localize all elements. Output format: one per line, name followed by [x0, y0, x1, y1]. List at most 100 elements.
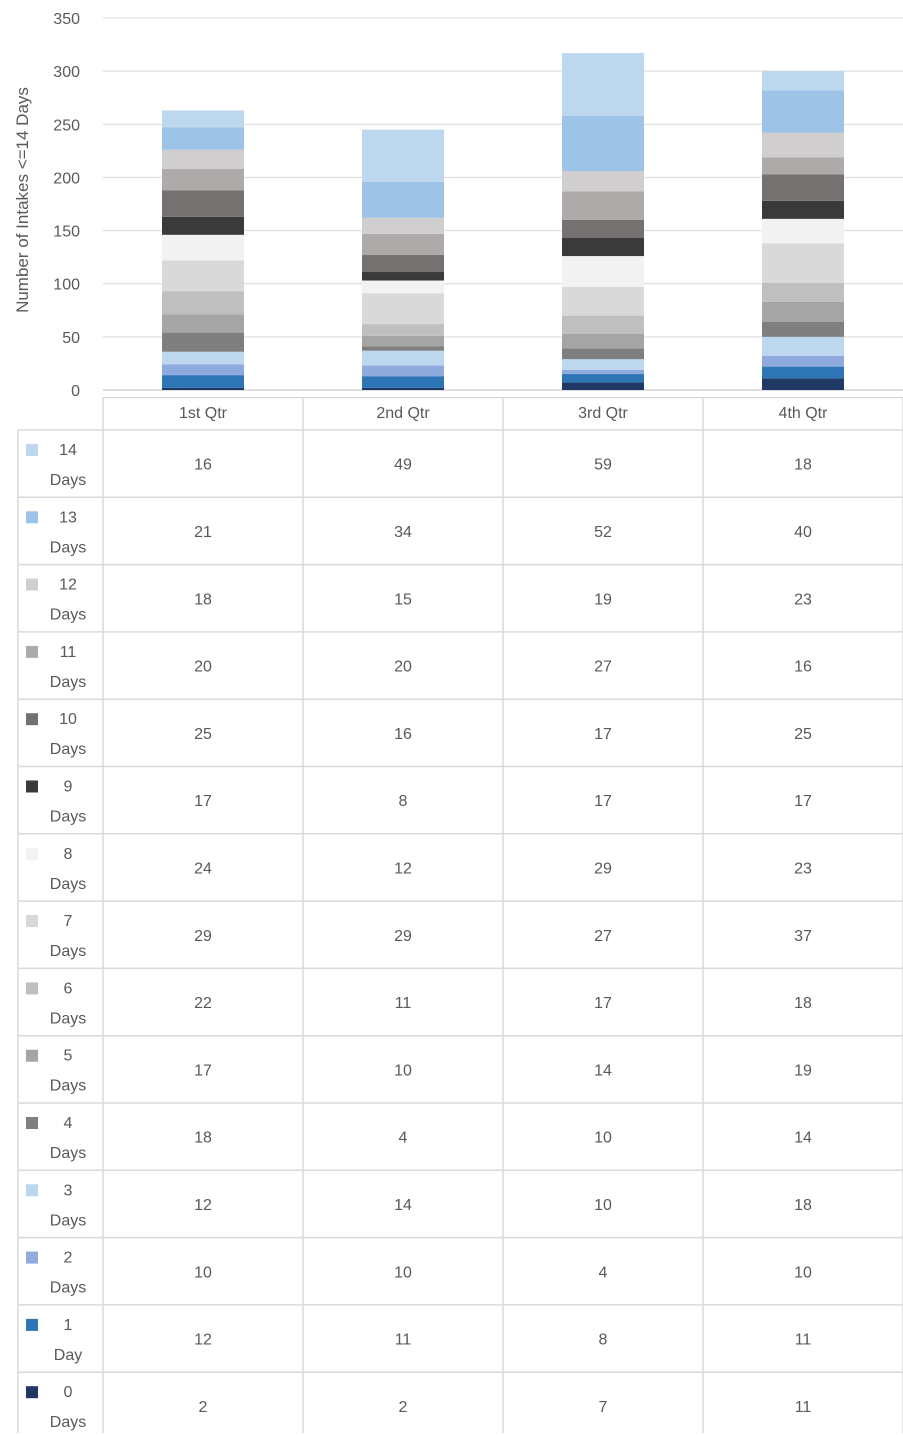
data-label: 11 — [395, 995, 412, 1012]
y-tick-label: 250 — [53, 117, 80, 134]
data-label: 11 — [395, 1332, 412, 1349]
bar-layer — [162, 53, 844, 390]
legend-label: Days — [50, 1212, 86, 1229]
legend-label: Days — [50, 1078, 86, 1095]
legend-label: 4 — [64, 1115, 73, 1132]
bar-segment — [162, 260, 244, 292]
data-label: 17 — [794, 793, 812, 810]
bar-segment — [162, 168, 244, 191]
bar-segment — [762, 243, 844, 283]
bar-segment — [162, 387, 244, 390]
legend-swatch — [26, 578, 38, 591]
bar-segment — [362, 346, 444, 351]
legend-swatch — [26, 713, 38, 726]
legend-swatch — [26, 1251, 38, 1264]
bar-segment — [362, 293, 444, 325]
legend-label: 8 — [64, 846, 73, 863]
data-label: 19 — [794, 1062, 812, 1079]
legend-label: Days — [50, 741, 86, 758]
data-label: 10 — [394, 1062, 412, 1079]
data-label: 14 — [594, 1062, 612, 1079]
legend-swatch — [26, 780, 38, 793]
bar-segment — [362, 350, 444, 366]
data-label: 18 — [794, 995, 812, 1012]
data-label: 24 — [194, 860, 212, 877]
legend-label: 1 — [64, 1317, 73, 1334]
bar-segment — [762, 355, 844, 367]
bar-segment — [162, 332, 244, 352]
data-label: 16 — [194, 457, 212, 474]
stacked-bar-chart: 0 50 100 150 200 250 300 350 Number of Intakes … — [13, 11, 903, 400]
legend-label: Days — [50, 1145, 86, 1162]
data-label: 16 — [794, 659, 812, 676]
data-label: 23 — [794, 860, 812, 877]
x-category-label: 2nd Qtr — [376, 405, 430, 422]
y-tick-labels: 0 50 100 150 200 250 300 350 — [53, 11, 80, 400]
data-label: 18 — [794, 1197, 812, 1214]
data-label: 27 — [594, 659, 612, 676]
bar-segment — [762, 90, 844, 133]
legend-label: 9 — [64, 779, 73, 796]
bar-segment — [362, 280, 444, 294]
y-axis-title: Number of Intakes <=14 Days — [13, 87, 32, 313]
data-label: 17 — [194, 793, 212, 810]
legend-label: Days — [50, 943, 86, 960]
bar-segment — [562, 333, 644, 349]
data-label: 49 — [394, 457, 412, 474]
y-tick-label: 50 — [62, 330, 80, 347]
bar-segment — [562, 191, 644, 220]
y-tick-label: 300 — [53, 64, 80, 81]
bar-segment — [762, 71, 844, 91]
legend-label: Days — [50, 809, 86, 826]
bar-segment — [362, 217, 444, 234]
bar-segment — [562, 382, 644, 390]
data-label: 8 — [399, 793, 408, 810]
data-label: 2 — [399, 1399, 408, 1416]
x-category-label: 1st Qtr — [179, 405, 228, 422]
bar-segment — [762, 301, 844, 322]
legend-label: 14 — [59, 442, 77, 459]
y-tick-label: 350 — [53, 11, 80, 28]
data-label: 34 — [394, 524, 412, 541]
legend-label: Days — [50, 674, 86, 691]
bar-segment — [562, 286, 644, 316]
x-category-label: 3rd Qtr — [578, 405, 628, 422]
bar-segment — [362, 365, 444, 377]
bar-segment — [362, 272, 444, 281]
bar-segment — [362, 324, 444, 336]
bar-segment — [162, 375, 244, 388]
bar-segment — [762, 366, 844, 379]
legend-label: 3 — [64, 1182, 73, 1199]
data-label: 10 — [794, 1264, 812, 1281]
legend-label: Days — [50, 539, 86, 556]
data-label: 29 — [594, 860, 612, 877]
data-label: 23 — [794, 591, 812, 608]
bar-segment — [562, 348, 644, 360]
data-label: 10 — [594, 1130, 612, 1147]
legend-swatch — [26, 1184, 38, 1197]
bar-segment — [762, 282, 844, 302]
bar-segment — [562, 115, 644, 172]
data-label: 4 — [399, 1130, 408, 1147]
legend-label: 6 — [64, 980, 73, 997]
data-label: 18 — [794, 457, 812, 474]
legend-label: 5 — [64, 1048, 73, 1065]
bar-segment — [762, 200, 844, 219]
data-label: 12 — [394, 860, 412, 877]
data-label: 52 — [594, 524, 612, 541]
data-label: 4 — [599, 1264, 608, 1281]
legend-label: 7 — [64, 913, 73, 930]
legend-label: Days — [50, 876, 86, 893]
legend-swatch — [26, 847, 38, 860]
data-label: 17 — [194, 1062, 212, 1079]
data-label: 7 — [599, 1399, 608, 1416]
legend-label: 10 — [59, 711, 77, 728]
data-label: 20 — [394, 659, 412, 676]
legend-label: Days — [50, 1414, 86, 1431]
legend-label: 2 — [64, 1250, 73, 1267]
data-label: 8 — [599, 1332, 608, 1349]
bar-segment — [162, 127, 244, 150]
data-label: 37 — [794, 928, 812, 945]
legend-swatch — [26, 444, 38, 456]
